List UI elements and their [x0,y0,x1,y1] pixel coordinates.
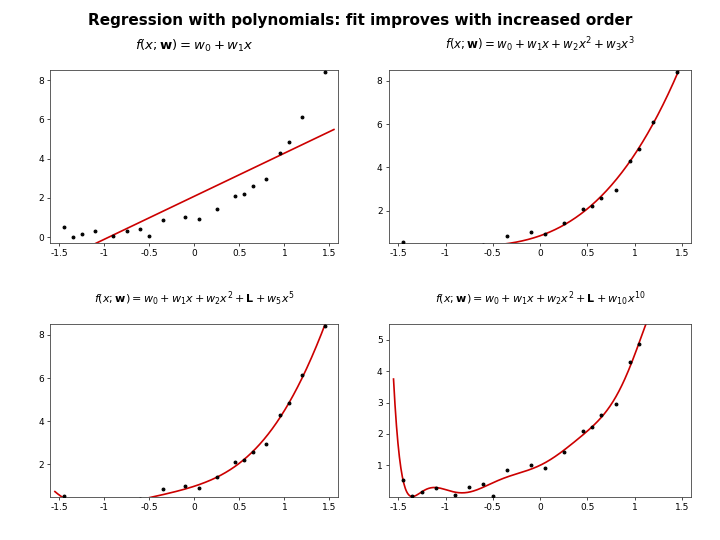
Text: $f(x;\mathbf{w}) = w_0 + w_1 x$: $f(x;\mathbf{w}) = w_0 + w_1 x$ [135,38,253,54]
Text: $f(x;\mathbf{w}) = w_0 + w_1 x + w_2 x^2 + w_3 x^3$: $f(x;\mathbf{w}) = w_0 + w_1 x + w_2 x^2… [445,35,635,54]
Text: $f(x;\mathbf{w}) = w_0 + w_1 x + w_2 x^2 + \mathbf{L} + w_5 x^5$: $f(x;\mathbf{w}) = w_0 + w_1 x + w_2 x^2… [94,289,294,308]
Text: Regression with polynomials: fit improves with increased order: Regression with polynomials: fit improve… [88,14,632,29]
Text: $f(x;\mathbf{w}) = w_0 + w_1 x + w_2 x^2 + \mathbf{L} + w_{10} x^{10}$: $f(x;\mathbf{w}) = w_0 + w_1 x + w_2 x^2… [435,289,645,308]
